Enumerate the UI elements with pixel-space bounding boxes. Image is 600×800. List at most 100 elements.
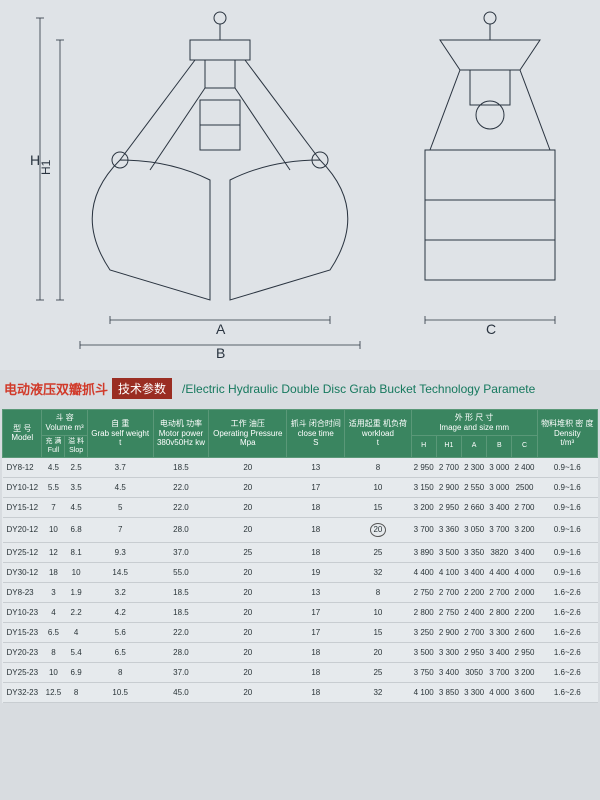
cell-c: 4 000: [512, 562, 537, 582]
col-motor: 电动机 功率 Motor power 380v50Hz kw: [153, 410, 209, 458]
cell-density: 0.9~1.6: [537, 497, 597, 517]
cell-kw: 37.0: [153, 542, 209, 562]
cell-density: 1.6~2.6: [537, 662, 597, 682]
cell-h1: 4 100: [436, 562, 461, 582]
cell-weight: 14.5: [87, 562, 153, 582]
col-full: 充 满 Full: [42, 436, 65, 458]
cell-a: 3 350: [462, 542, 487, 562]
cell-a: 3 400: [462, 562, 487, 582]
col-selfweight: 自 重 Grab self weight t: [87, 410, 153, 458]
cell-density: 0.9~1.6: [537, 562, 597, 582]
cell-h: 2 950: [411, 457, 436, 477]
cell-weight: 9.3: [87, 542, 153, 562]
cell-full: 12.5: [42, 682, 65, 702]
cell-b: 3820: [487, 542, 512, 562]
cell-weight: 8: [87, 662, 153, 682]
cell-h: 2 800: [411, 602, 436, 622]
cell-slop: 6.9: [65, 662, 87, 682]
cell-mpa: 20: [209, 477, 287, 497]
cell-kw: 22.0: [153, 477, 209, 497]
cell-c: 2 700: [512, 497, 537, 517]
cell-s: 18: [287, 542, 345, 562]
cell-h: 3 150: [411, 477, 436, 497]
col-slop: 溢 料 Slop: [65, 436, 87, 458]
cell-kw: 18.5: [153, 457, 209, 477]
cell-a: 2 300: [462, 457, 487, 477]
cell-s: 18: [287, 682, 345, 702]
cell-s: 18: [287, 642, 345, 662]
cell-mpa: 20: [209, 662, 287, 682]
cell-full: 18: [42, 562, 65, 582]
cell-c: 3 200: [512, 517, 537, 542]
cell-mpa: 20: [209, 517, 287, 542]
cell-h: 3 200: [411, 497, 436, 517]
cell-density: 0.9~1.6: [537, 477, 597, 497]
cell-mpa: 20: [209, 682, 287, 702]
col-workload: 适用起重 机负荷 workload t: [345, 410, 411, 458]
cell-b: 3 000: [487, 457, 512, 477]
cell-a: 2 200: [462, 582, 487, 602]
cell-slop: 2.2: [65, 602, 87, 622]
cell-density: 1.6~2.6: [537, 602, 597, 622]
table-row: DY25-23106.9837.02018253 7503 40030503 7…: [3, 662, 598, 682]
cell-b: 2 800: [487, 602, 512, 622]
cell-c: 2 950: [512, 642, 537, 662]
cell-h: 3 750: [411, 662, 436, 682]
table-row: DY8-2331.93.218.5201382 7502 7002 2002 7…: [3, 582, 598, 602]
cell-h1: 2 950: [436, 497, 461, 517]
cell-load: 25: [345, 542, 411, 562]
table-row: DY30-12181014.555.02019324 4004 1003 400…: [3, 562, 598, 582]
cell-weight: 10.5: [87, 682, 153, 702]
cell-load: 10: [345, 477, 411, 497]
cell-h1: 2 700: [436, 582, 461, 602]
col-density: 物料堆积 密 度 Density t/m³: [537, 410, 597, 458]
table-row: DY25-12128.19.337.02518253 8903 5003 350…: [3, 542, 598, 562]
col-h: H: [411, 436, 436, 458]
cell-load: 32: [345, 562, 411, 582]
cell-full: 4: [42, 602, 65, 622]
col-pressure: 工作 油压 Operating Pressure Mpa: [209, 410, 287, 458]
table-row: DY15-1274.5522.02018153 2002 9502 6603 4…: [3, 497, 598, 517]
cell-h1: 2 750: [436, 602, 461, 622]
cell-density: 0.9~1.6: [537, 542, 597, 562]
cell-mpa: 25: [209, 542, 287, 562]
cell-load: 25: [345, 662, 411, 682]
dim-label-c: C: [486, 321, 496, 337]
cell-slop: 4.5: [65, 497, 87, 517]
cell-a: 2 700: [462, 622, 487, 642]
cell-weight: 5: [87, 497, 153, 517]
cell-s: 17: [287, 602, 345, 622]
cell-a: 2 660: [462, 497, 487, 517]
table-header: 型 号 Model 斗 容 Volume m³ 自 重 Grab self we…: [3, 410, 598, 458]
col-c: C: [512, 436, 537, 458]
cell-full: 7: [42, 497, 65, 517]
cell-h1: 3 850: [436, 682, 461, 702]
cell-kw: 55.0: [153, 562, 209, 582]
col-b: B: [487, 436, 512, 458]
table-row: DY15-236.545.622.02017153 2502 9002 7003…: [3, 622, 598, 642]
cell-model: DY32-23: [3, 682, 42, 702]
cell-slop: 2.5: [65, 457, 87, 477]
cell-model: DY10-23: [3, 602, 42, 622]
cell-h1: 2 700: [436, 457, 461, 477]
title-english: /Electric Hydraulic Double Disc Grab Buc…: [182, 382, 535, 396]
cell-slop: 1.9: [65, 582, 87, 602]
cell-full: 4.5: [42, 457, 65, 477]
cell-s: 18: [287, 662, 345, 682]
cell-kw: 28.0: [153, 517, 209, 542]
cell-weight: 4.2: [87, 602, 153, 622]
cell-mpa: 20: [209, 642, 287, 662]
cell-density: 1.6~2.6: [537, 642, 597, 662]
cell-h: 4 100: [411, 682, 436, 702]
cell-weight: 5.6: [87, 622, 153, 642]
cell-full: 6.5: [42, 622, 65, 642]
cell-s: 18: [287, 497, 345, 517]
dim-label-h1: H1: [39, 159, 53, 175]
cell-model: DY20-23: [3, 642, 42, 662]
cell-c: 2 400: [512, 457, 537, 477]
cell-model: DY8-12: [3, 457, 42, 477]
cell-a: 2 550: [462, 477, 487, 497]
cell-h: 3 700: [411, 517, 436, 542]
parameters-table-wrap: 型 号 Model 斗 容 Volume m³ 自 重 Grab self we…: [0, 405, 600, 707]
cell-slop: 6.8: [65, 517, 87, 542]
